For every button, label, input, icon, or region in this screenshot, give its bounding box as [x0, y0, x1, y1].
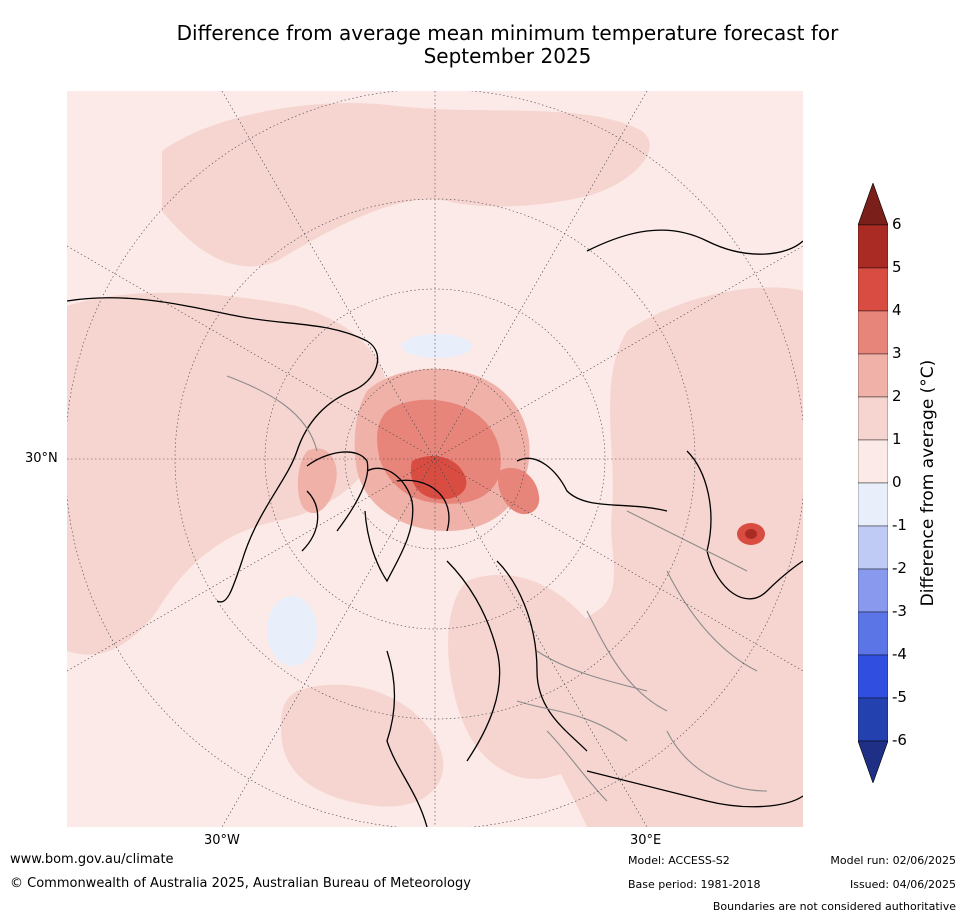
lat-label-30n: 30°N: [25, 451, 58, 466]
anomaly-2-3-baffin: [297, 448, 337, 514]
coastlines: [67, 229, 803, 827]
anomaly-1-2-region-north: [162, 103, 650, 267]
footer-website: www.bom.gov.au/climate: [10, 852, 174, 867]
colorbar-label: Difference from average (°C): [918, 359, 938, 607]
colorbar-tick-label: -3: [892, 602, 907, 620]
colorbar: [858, 183, 888, 783]
colorbar-segment: [858, 482, 888, 527]
colorbar-tick-label: -6: [892, 731, 907, 749]
anomaly-1-2-region-america: [67, 292, 389, 655]
colorbar-tick-label: -5: [892, 688, 907, 706]
title-line-2: September 2025: [423, 44, 592, 68]
anomaly-negative-atlantic: [267, 596, 317, 666]
colorbar-segment: [858, 310, 888, 355]
anomaly-4-5-greenland-north: [410, 456, 467, 500]
anomaly-1-2-region-europe: [448, 574, 615, 779]
colorbar-segment: [858, 224, 888, 269]
colorbar-segment: [858, 267, 888, 312]
footer-disclaimer: Boundaries are not considered authoritat…: [712, 900, 956, 913]
footer-base-period: Base period: 1981-2018: [628, 878, 761, 891]
colorbar-tick-label: 5: [892, 258, 902, 276]
colorbar-tick-label: 0: [892, 473, 902, 491]
colorbar-segment: [858, 525, 888, 570]
anomaly-3-4-kara: [497, 467, 540, 515]
colorbar-tick-label: -1: [892, 516, 907, 534]
title-line-1: Difference from average mean minimum tem…: [176, 21, 839, 45]
map-svg: [67, 91, 803, 827]
colorbar-segment: [858, 396, 888, 441]
colorbar-tick-label: 4: [892, 301, 902, 319]
footer-model: Model: ACCESS-S2: [628, 854, 730, 867]
colorbar-tick-label: 2: [892, 387, 902, 405]
graticule: [67, 91, 803, 827]
colorbar-over-arrow: [858, 183, 888, 226]
colorbar-tick-label: 1: [892, 430, 902, 448]
anomaly-1-2-region-atlantic: [280, 684, 444, 807]
colorbar-tick-label: -2: [892, 559, 907, 577]
colorbar-tick-label: -4: [892, 645, 907, 663]
polar-map: [67, 91, 803, 827]
colorbar-tick-label: 3: [892, 344, 902, 362]
colorbar-segment: [858, 439, 888, 484]
lon-label-30w: 30°W: [204, 833, 240, 848]
anomaly-hotspot-siberia-core: [745, 529, 757, 539]
colorbar-segment: [858, 353, 888, 398]
lon-label-30e: 30°E: [630, 833, 662, 848]
colorbar-under-arrow: [858, 740, 888, 783]
colorbar-segment: [858, 568, 888, 613]
colorbar-tick-label: 6: [892, 215, 902, 233]
colorbar-segment: [858, 697, 888, 742]
footer-model-run: Model run: 02/06/2025: [830, 854, 956, 867]
chart-title: Difference from average mean minimum tem…: [0, 22, 965, 68]
colorbar-segment: [858, 654, 888, 699]
anomaly-negative-barents: [402, 334, 472, 358]
country-boundaries: [226, 375, 768, 802]
colorbar-segment: [858, 611, 888, 656]
footer-issued: Issued: 04/06/2025: [849, 878, 956, 891]
footer-copyright: © Commonwealth of Australia 2025, Austra…: [10, 876, 471, 891]
